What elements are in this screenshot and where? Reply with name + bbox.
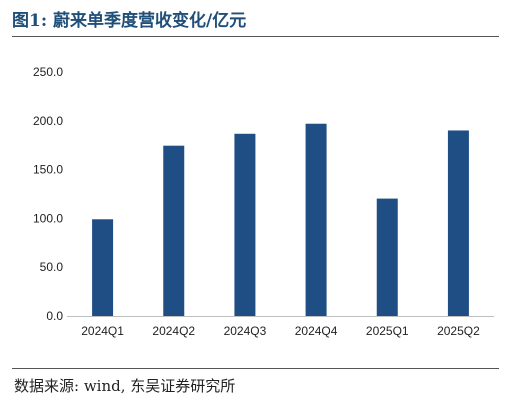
- data-source-note: 数据来源: wind, 东吴证券研究所: [14, 377, 236, 395]
- x-tick-label: 2025Q2: [437, 324, 480, 338]
- bar-2024q1: [92, 219, 114, 316]
- bar-2024q3: [234, 133, 256, 316]
- bar-2024q4: [305, 123, 327, 316]
- y-tick-label: 0.0: [46, 309, 63, 323]
- bar-2024q2: [163, 145, 185, 316]
- bar-2025q1: [376, 198, 398, 316]
- top-divider: [12, 36, 499, 37]
- figure-title: 图1: 蔚来单季度营收变化/亿元: [12, 11, 247, 31]
- bar-chart-svg: 0.0 50.0 100.0 150.0 200.0 250.0 2024Q1 2024Q2 2…: [33, 65, 494, 338]
- y-tick-label: 100.0: [33, 211, 63, 225]
- y-tick-label: 150.0: [33, 163, 63, 177]
- x-tick-label: 2024Q1: [81, 324, 124, 338]
- x-tick-label: 2024Q3: [224, 324, 267, 338]
- bottom-divider: [12, 368, 499, 369]
- y-tick-label: 250.0: [33, 65, 63, 79]
- x-tick-label: 2024Q4: [295, 324, 338, 338]
- bar-chart: 0.0 50.0 100.0 150.0 200.0 250.0 2024Q1 2024Q2 2…: [12, 37, 499, 367]
- y-tick-label: 200.0: [33, 114, 63, 128]
- x-tick-label: 2025Q1: [366, 324, 409, 338]
- x-tick-label: 2024Q2: [152, 324, 195, 338]
- y-tick-label: 50.0: [40, 260, 64, 274]
- bar-2025q2: [447, 130, 469, 316]
